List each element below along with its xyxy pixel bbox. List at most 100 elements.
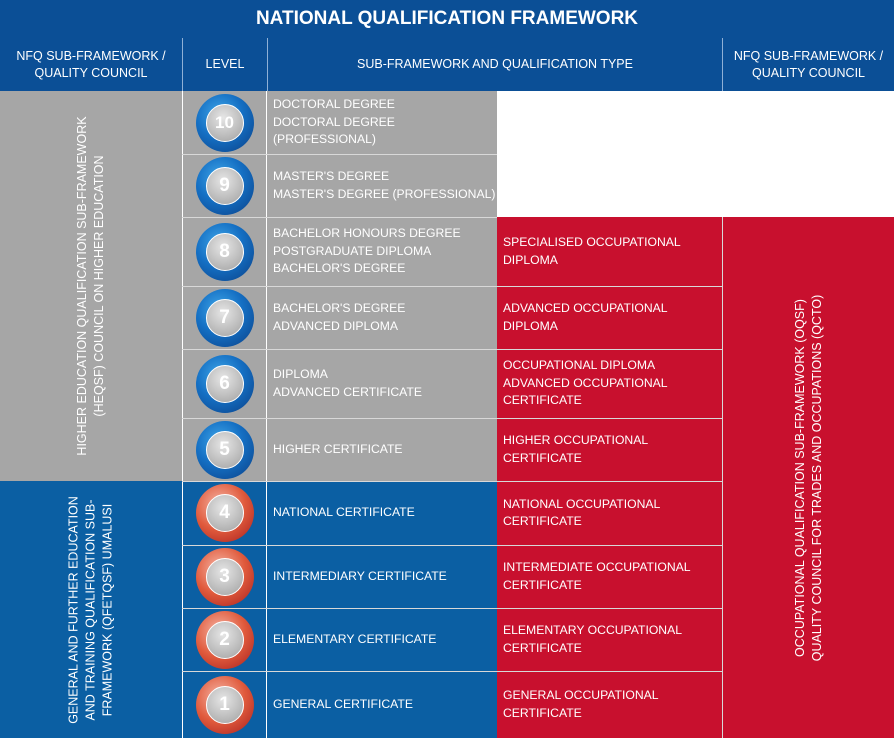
- level-number: 5: [205, 430, 244, 469]
- qualification-name: POSTGRADUATE DIPLOMA: [273, 243, 432, 258]
- qualification-cell: ELEMENTARY CERTIFICATE: [267, 608, 497, 671]
- row-divider: [182, 671, 722, 672]
- qualification-name: DOCTORAL DEGREE (PROFESSIONAL): [273, 114, 395, 147]
- occupational-qualification-name: CERTIFICATE: [503, 705, 582, 720]
- level-number: 1: [205, 685, 244, 724]
- occupational-cell: NATIONAL OCCUPATIONAL CERTIFICATE: [497, 481, 722, 545]
- qualification-cell: INTERMEDIARY CERTIFICATE: [267, 545, 497, 608]
- header-subframework-right: NFQ SUB-FRAMEWORK / QUALITY COUNCIL: [722, 38, 894, 91]
- gfetqsf-label-line-2: AND TRAINING QUALIFICATION SUB-: [83, 498, 98, 721]
- qualification-cell: MASTER'S DEGREE MASTER'S DEGREE (PROFESSI…: [267, 154, 497, 217]
- qualification-name: GENERAL CERTIFICATE: [273, 696, 413, 711]
- level-cell: 3: [182, 545, 267, 608]
- level-badge: 4: [195, 484, 254, 542]
- qualification-name: ADVANCED DIPLOMA: [273, 318, 399, 333]
- occupational-qualification-name: CERTIFICATE: [503, 514, 582, 528]
- header-qualification-type: SUB-FRAMEWORK AND QUALIFICATION TYPE: [267, 38, 722, 91]
- level-row: 6 DIPLOMA ADVANCED CERTIFICATE OCCUPATIONAL…: [182, 349, 722, 419]
- occupational-qualification-name: CERTIFICATE: [503, 577, 582, 592]
- qualification-cell: DIPLOMA ADVANCED CERTIFICATE: [267, 349, 497, 418]
- qualification-cell: GENERAL CERTIFICATE: [267, 671, 497, 738]
- level-row: 2 ELEMENTARY CERTIFICATE ELEMENTARY OCCUPA…: [182, 608, 722, 672]
- qualification-name: BACHELOR'S DEGREE: [273, 261, 406, 276]
- level-cell: 1: [182, 671, 267, 738]
- level-cell: 4: [182, 481, 267, 545]
- row-divider: [182, 545, 722, 546]
- occupational-cell: INTERMEDIATE OCCUPATIONAL CERTIFICATE: [497, 545, 722, 608]
- occupational-qualification-name: SPECIALISED OCCUPATIONAL: [503, 235, 681, 249]
- occupational-cell: ADVANCED OCCUPATIONAL DIPLOMA: [497, 286, 722, 349]
- heqsf-column: HIGHER EDUCATION QUALIFICATION SUB-FRAME…: [0, 91, 182, 481]
- row-divider: [182, 608, 722, 609]
- row-divider: [182, 286, 722, 287]
- qualification-name: DIPLOMA: [273, 367, 328, 381]
- qualification-name: NATIONAL CERTIFICATE: [273, 505, 415, 520]
- occupational-cell: ELEMENTARY OCCUPATIONAL CERTIFICATE: [497, 608, 722, 671]
- row-divider: [182, 418, 722, 419]
- occupational-qualification-name: HIGHER OCCUPATIONAL: [503, 433, 649, 447]
- row-divider: [182, 217, 497, 218]
- level-number: 8: [205, 232, 244, 271]
- level-badge: 3: [195, 547, 254, 606]
- occupational-cell: HIGHER OCCUPATIONAL CERTIFICATE: [497, 418, 722, 481]
- level-cell: 7: [182, 286, 267, 349]
- qualification-name: ADVANCED CERTIFICATE: [273, 384, 422, 399]
- occupational-qualification-name: CERTIFICATE: [503, 393, 582, 408]
- occupational-cell: OCCUPATIONAL DIPLOMA ADVANCED OCCUPATIONA…: [497, 349, 722, 418]
- qualification-name: DOCTORAL DEGREE: [273, 97, 395, 112]
- level-cell: 2: [182, 608, 267, 671]
- level-badge: 6: [195, 354, 254, 413]
- heqsf-label: HIGHER EDUCATION QUALIFICATION SUB-FRAME…: [74, 116, 108, 455]
- heqsf-label-line-1: HIGHER EDUCATION QUALIFICATION SUB-FRAME…: [75, 116, 89, 456]
- qualification-name: INTERMEDIARY CERTIFICATE: [273, 568, 447, 583]
- occupational-qualification-name: ADVANCED OCCUPATIONAL: [503, 301, 668, 315]
- level-badge: 7: [195, 288, 254, 347]
- occupational-qualification-name: INTERMEDIATE OCCUPATIONAL: [503, 560, 691, 574]
- level-badge: 2: [195, 610, 254, 669]
- occupational-qualification-name: OCCUPATIONAL DIPLOMA: [503, 358, 656, 373]
- blank-area: [497, 91, 894, 217]
- gfetqsf-label: GENERAL AND FURTHER EDUCATION AND TRAINI…: [66, 496, 117, 724]
- level-badge: 5: [195, 420, 254, 479]
- qualification-name: BACHELOR HONOURS DEGREE: [273, 226, 461, 241]
- occupational-cell: SPECIALISED OCCUPATIONAL DIPLOMA: [497, 217, 722, 286]
- qualification-cell: NATIONAL CERTIFICATE: [267, 481, 497, 545]
- occupational-qualification-name: NATIONAL OCCUPATIONAL: [503, 496, 661, 511]
- level-number: 7: [205, 298, 244, 337]
- occupational-qualification-name: ELEMENTARY OCCUPATIONAL: [503, 623, 683, 637]
- level-row: 9 MASTER'S DEGREE MASTER'S DEGREE (PROFESS…: [182, 154, 722, 218]
- level-row: 8 BACHELOR HONOURS DEGREE POSTGRADUATE DIP…: [182, 217, 722, 287]
- qualification-cell: BACHELOR HONOURS DEGREE POSTGRADUATE DIPL…: [267, 217, 497, 286]
- qualification-name: MASTER'S DEGREE: [273, 169, 390, 183]
- occupational-qualification-name: DIPLOMA: [503, 252, 558, 267]
- header-level: LEVEL: [182, 38, 267, 91]
- level-row: 5 HIGHER CERTIFICATE HIGHER OCCUPATIONAL CE…: [182, 418, 722, 482]
- level-number: 10: [205, 103, 244, 142]
- occupational-qualification-name: CERTIFICATE: [503, 450, 582, 465]
- occupational-cell: GENERAL OCCUPATIONAL CERTIFICATE: [497, 671, 722, 738]
- level-badge: 10: [195, 93, 254, 152]
- level-cell: 10: [182, 91, 267, 154]
- level-number: 2: [205, 620, 244, 659]
- level-number: 3: [205, 557, 244, 596]
- header-subframework-left: NFQ SUB-FRAMEWORK / QUALITY COUNCIL: [0, 38, 182, 91]
- heqsf-label-line-2: (HEQSF) COUNCIL ON HIGHER EDUCATION: [92, 155, 106, 417]
- qualification-name: HIGHER CERTIFICATE: [273, 441, 403, 456]
- qualification-name: ELEMENTARY CERTIFICATE: [273, 631, 437, 646]
- gfetqsf-label-line-1: GENERAL AND FURTHER EDUCATION: [66, 495, 81, 724]
- gfetqsf-column: GENERAL AND FURTHER EDUCATION AND TRAINI…: [0, 481, 182, 738]
- oqsf-label-line-2: QUALITY COUNCIL FOR TRADES AND OCCUPATIO…: [809, 294, 824, 661]
- level-row: 1 GENERAL CERTIFICATE GENERAL OCCUPATIONAL…: [182, 671, 722, 738]
- level-number: 6: [205, 364, 244, 403]
- occupational-qualification-name: ADVANCED OCCUPATIONAL: [503, 375, 668, 390]
- level-badge: 1: [195, 675, 254, 734]
- row-divider: [182, 349, 722, 350]
- row-divider: [182, 154, 497, 155]
- qualification-cell: BACHELOR'S DEGREE ADVANCED DIPLOMA: [267, 286, 497, 349]
- level-row: 4 NATIONAL CERTIFICATE NATIONAL OCCUPATION…: [182, 481, 722, 546]
- level-row: 3 INTERMEDIARY CERTIFICATE INTERMEDIATE OC…: [182, 545, 722, 609]
- qualification-name: BACHELOR'S DEGREE: [273, 301, 406, 315]
- level-cell: 8: [182, 217, 267, 286]
- occupational-qualification-name: DIPLOMA: [503, 318, 558, 333]
